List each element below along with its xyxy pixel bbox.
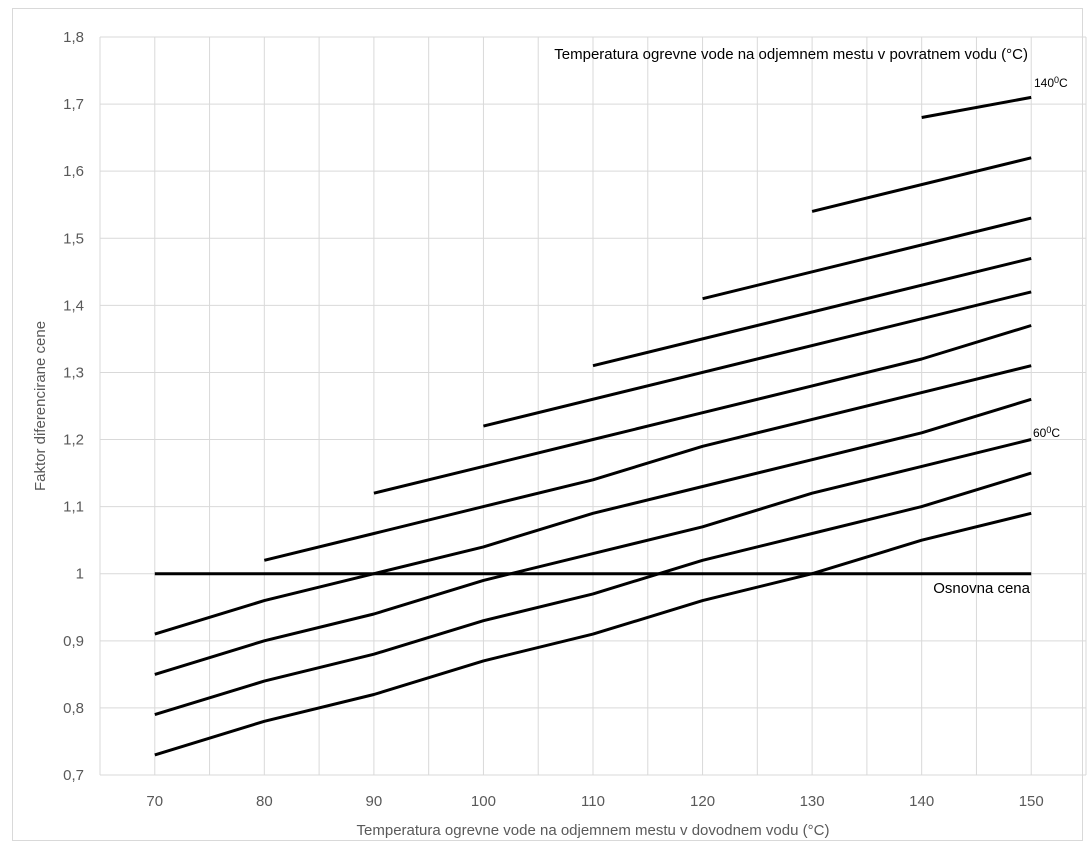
x-axis-title: Temperatura ogrevne vode na odjemnem mes…	[357, 822, 830, 839]
x-tick-label: 80	[256, 793, 273, 810]
y-tick-label: 1	[76, 566, 84, 583]
y-tick-label: 1,2	[63, 432, 84, 449]
series-line	[483, 290, 1032, 428]
y-tick-label: 1,8	[63, 29, 84, 46]
x-tick-label: 150	[1019, 793, 1044, 810]
label-base-price: Osnovna cena	[933, 580, 1030, 597]
series-lines	[154, 95, 1032, 757]
series-line	[154, 511, 1032, 757]
y-tick-label: 1,5	[63, 230, 84, 247]
y-axis-title: Faktor diferencirane cene	[32, 321, 49, 491]
y-tick-label: 0,8	[63, 700, 84, 717]
series-line	[811, 156, 1032, 213]
y-tick-label: 1,7	[63, 96, 84, 113]
y-tick-labels: 0,7 0,8 0,9 1 1,1 1,2 1,3 1,4 1,5 1,6 1,7 1,8	[63, 29, 84, 784]
label-60-series: 600C	[1033, 425, 1060, 440]
x-tick-label: 130	[800, 793, 825, 810]
x-tick-label: 110	[581, 793, 605, 810]
series-line	[373, 324, 1032, 495]
x-tick-label: 140	[909, 793, 934, 810]
label-top-series: 1400C	[1034, 75, 1068, 90]
series-line	[921, 95, 1032, 119]
x-tick-label: 90	[366, 793, 383, 810]
series-line	[154, 397, 1032, 636]
x-tick-label: 120	[690, 793, 715, 810]
series-line	[263, 364, 1032, 562]
x-tick-labels: 70 80 90 100 110 120 130 140 150	[146, 793, 1043, 810]
y-tick-label: 1,3	[63, 364, 84, 381]
y-tick-label: 1,4	[63, 297, 84, 314]
series-line	[592, 256, 1032, 368]
y-tick-label: 0,7	[63, 767, 84, 784]
chart-frame	[12, 8, 1083, 841]
y-tick-label: 1,1	[63, 499, 84, 516]
grid	[99, 36, 1087, 776]
series-line	[154, 438, 1032, 676]
x-tick-label: 100	[471, 793, 496, 810]
y-tick-label: 0,9	[63, 633, 84, 650]
x-tick-label: 70	[146, 793, 163, 810]
series-line	[702, 216, 1032, 301]
series-line	[154, 471, 1032, 717]
legend-title: Temperatura ogrevne vode na odjemnem mes…	[554, 46, 1028, 63]
y-tick-label: 1,6	[63, 163, 84, 180]
